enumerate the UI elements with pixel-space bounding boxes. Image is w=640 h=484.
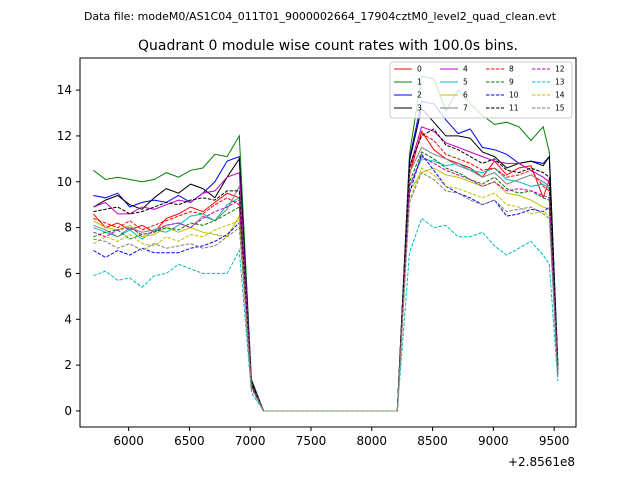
y-tick-label: 0	[64, 404, 72, 418]
y-tick-label: 8	[64, 221, 72, 235]
x-tick-label: 9500	[539, 434, 570, 448]
y-tick-label: 12	[57, 129, 72, 143]
x-tick-label: 7000	[235, 434, 266, 448]
chart-title: Quadrant 0 module wise count rates with …	[138, 38, 518, 54]
legend-label-12: 12	[555, 65, 565, 74]
y-tick-label: 6	[64, 266, 72, 280]
y-tick-label: 10	[57, 175, 72, 189]
legend-label-14: 14	[555, 91, 565, 100]
x-tick-label: 7500	[296, 434, 327, 448]
x-offset-label: +2.8561e8	[508, 455, 575, 469]
x-tick-label: 6500	[174, 434, 205, 448]
legend-label-1: 1	[417, 78, 422, 87]
legend-label-4: 4	[463, 65, 468, 74]
series-line-15	[93, 171, 559, 412]
legend-label-11: 11	[509, 104, 519, 113]
x-tick-label: 6000	[113, 434, 144, 448]
data-file-header: Data file: modeM0/AS1C04_011T01_90000026…	[84, 10, 557, 23]
legend-label-8: 8	[509, 65, 514, 74]
legend-label-6: 6	[463, 91, 468, 100]
series-line-10	[93, 153, 559, 412]
plot-frame	[79, 57, 577, 428]
y-axis: 0 2 4 6 8 10 12 14	[57, 83, 80, 418]
y-tick-label: 14	[57, 83, 72, 97]
x-tick-label: 8500	[417, 434, 448, 448]
legend-label-0: 0	[417, 65, 422, 74]
series-line-8	[93, 132, 559, 412]
y-tick-label: 2	[64, 358, 72, 372]
legend-label-5: 5	[463, 78, 468, 87]
legend-label-7: 7	[463, 104, 468, 113]
series-line-14	[93, 167, 559, 412]
legend-label-3: 3	[417, 104, 422, 113]
series-layer	[93, 75, 559, 412]
x-tick-label: 8000	[356, 434, 387, 448]
legend-label-9: 9	[509, 78, 514, 87]
legend-label-13: 13	[555, 78, 565, 87]
legend-label-2: 2	[417, 91, 422, 100]
legend-label-15: 15	[555, 104, 565, 113]
series-line-11	[93, 128, 559, 412]
x-axis: 6000 6500 7000 7500 8000 8500 9000 9500	[113, 427, 569, 448]
legend-box	[389, 61, 573, 119]
x-tick-label: 9000	[478, 434, 509, 448]
plot-area	[80, 58, 576, 427]
series-line-13	[93, 217, 559, 412]
legend-label-10: 10	[509, 91, 519, 100]
y-tick-label: 4	[64, 312, 72, 326]
